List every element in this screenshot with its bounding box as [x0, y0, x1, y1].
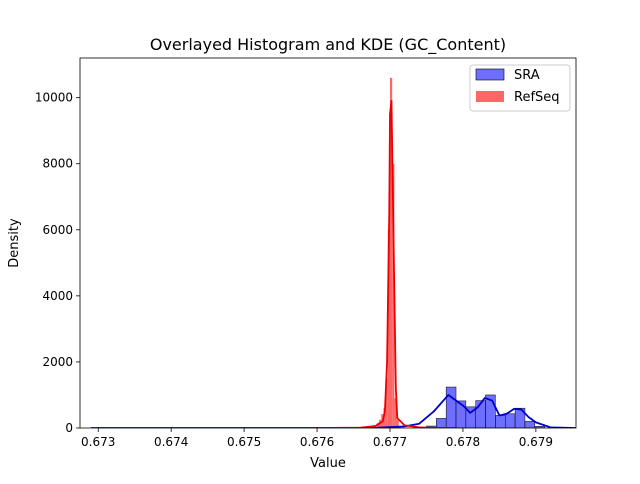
x-tick-label: 0.679: [519, 435, 553, 449]
sra-histogram-bar: [445, 386, 457, 428]
legend-swatch-refseq: [476, 91, 504, 102]
y-axis: 0 2000 4000 6000 8000 10000: [35, 91, 80, 435]
kde-curves: [90, 100, 576, 428]
x-axis-label: Value: [310, 456, 346, 471]
sra-histogram-bar: [485, 394, 496, 428]
x-axis: 0.673 0.674 0.675 0.676 0.677 0.678 0.679: [81, 428, 553, 449]
y-tick-label: 0: [65, 421, 73, 435]
refseq-histogram-bar: [392, 163, 395, 428]
sra-histogram-bar: [524, 421, 536, 428]
chart-title: Overlayed Histogram and KDE (GC_Content): [150, 35, 506, 55]
legend-label-sra: SRA: [514, 68, 540, 83]
legend-swatch-sra: [475, 68, 505, 81]
sra-histogram-bar: [495, 415, 506, 428]
x-tick-label: 0.677: [373, 435, 407, 449]
sra-histogram-bar: [504, 413, 516, 428]
refseq-kde-line: [317, 100, 456, 428]
sra-histogram-bar: [436, 418, 447, 428]
histogram-bars: [376, 77, 545, 428]
refseq-histogram-bar: [394, 398, 397, 428]
x-tick-label: 0.678: [446, 435, 480, 449]
y-axis-label: Density: [7, 218, 22, 268]
refseq-histogram-bar: [376, 423, 380, 428]
x-tick-label: 0.674: [154, 435, 188, 449]
legend: SRA RefSeq: [469, 64, 571, 112]
refseq-histogram-bar: [396, 419, 399, 428]
refseq-histogram-bar: [385, 378, 388, 428]
y-tick-label: 10000: [35, 91, 73, 105]
refseq-histogram-bar: [383, 408, 386, 428]
x-tick-label: 0.675: [227, 435, 261, 449]
y-tick-label: 6000: [42, 223, 73, 237]
y-tick-label: 2000: [42, 355, 73, 369]
refseq-histogram-bar: [387, 229, 390, 428]
x-tick-label: 0.676: [300, 435, 334, 449]
y-tick-label: 4000: [42, 289, 73, 303]
y-tick-label: 8000: [42, 157, 73, 171]
plot-frame: [79, 57, 577, 429]
refseq-histogram-bar: [390, 77, 393, 428]
x-tick-label: 0.673: [81, 435, 115, 449]
legend-label-refseq: RefSeq: [514, 90, 560, 105]
